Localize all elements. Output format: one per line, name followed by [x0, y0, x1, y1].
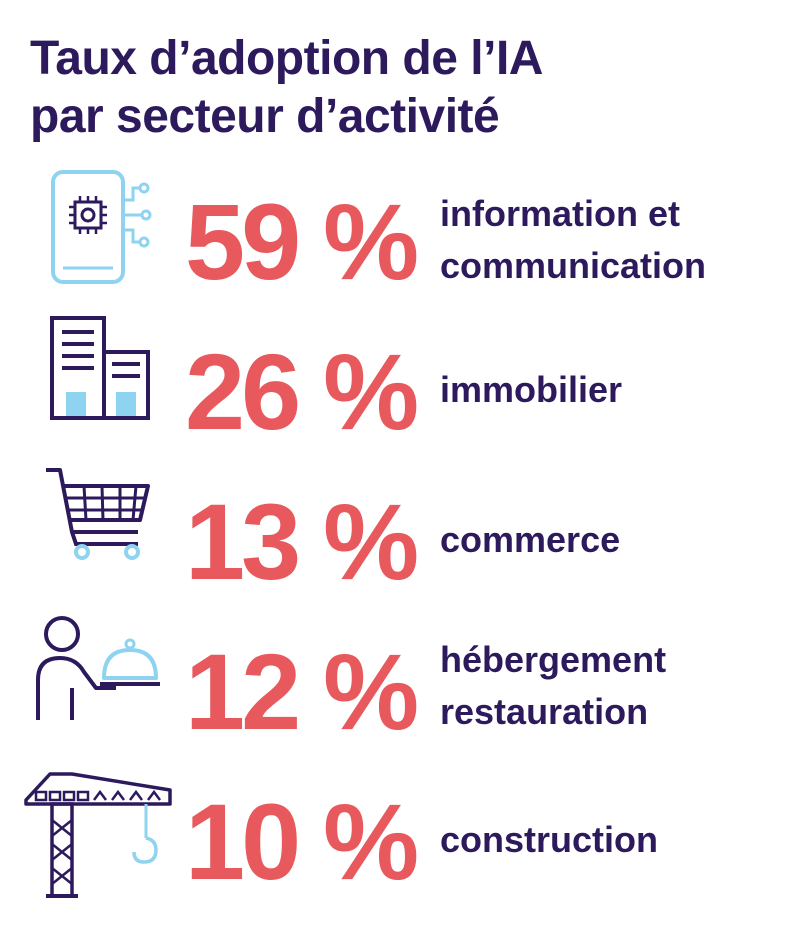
- chart-title: Taux d’adoption de l’IA par secteur d’ac…: [30, 30, 790, 146]
- sector-label: information et communication: [440, 188, 790, 292]
- sector-label: immobilier: [440, 364, 790, 416]
- sector-row-commerce: 13 % commerce: [0, 460, 800, 610]
- value-label: 59 %: [185, 181, 419, 302]
- sector-row-construction: 10 % construction: [0, 760, 800, 910]
- sector-label: hébergement restauration: [440, 634, 790, 738]
- value-label: 12 %: [185, 631, 419, 752]
- shopping-cart-icon: [20, 460, 180, 610]
- sector-label-line: restauration: [440, 691, 649, 732]
- buildings-icon: [20, 310, 180, 460]
- sector-label-line: information et: [440, 193, 680, 234]
- value-label: 10 %: [185, 781, 419, 902]
- sector-label-line: communication: [440, 245, 707, 286]
- waiter-cloche-icon: [20, 610, 180, 760]
- sector-row-information: 59 % information et communication: [0, 160, 800, 310]
- chart-title-line-1: Taux d’adoption de l’IA: [30, 32, 543, 85]
- chart-title-line-2: par secteur d’activité: [30, 90, 500, 143]
- tower-crane-icon: [20, 760, 180, 910]
- sector-label: commerce: [440, 514, 790, 566]
- value-label: 13 %: [185, 481, 419, 602]
- sector-label: construction: [440, 814, 790, 866]
- sector-label-line: immobilier: [440, 369, 623, 410]
- value-label: 26 %: [185, 331, 419, 452]
- sector-label-line: commerce: [440, 519, 621, 560]
- sector-row-hebergement: 12 % hébergement restauration: [0, 610, 800, 760]
- sector-label-line: hébergement: [440, 639, 667, 680]
- sector-label-line: construction: [440, 819, 659, 860]
- sector-row-immobilier: 26 % immobilier: [0, 310, 800, 460]
- smartphone-chip-icon: [20, 160, 180, 310]
